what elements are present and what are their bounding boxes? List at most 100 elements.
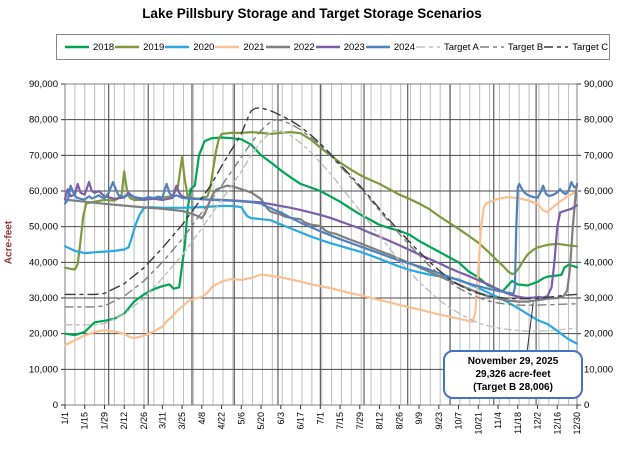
x-tick-label: 6/17 xyxy=(296,412,306,430)
annotation-leader-line xyxy=(526,302,534,351)
series-line-2022 xyxy=(63,182,579,303)
x-tick-label: 1/15 xyxy=(80,412,90,430)
legend-swatch xyxy=(415,46,440,48)
legend-label: Target C xyxy=(572,41,609,53)
x-tick-label: 11/18 xyxy=(513,412,523,434)
legend-swatch xyxy=(544,46,569,48)
x-tick-label: 9/23 xyxy=(434,412,444,430)
x-tick-labels: 1/1 1/15 1/29 2/12 2/26 3/11 3/25 4/8 4/22 5/6 5/2… xyxy=(60,405,582,435)
series-line-target-b xyxy=(64,119,578,308)
x-tick-label: 1/1 xyxy=(60,412,70,425)
x-tick-label: 10/7 xyxy=(454,412,464,430)
x-tick-label: 3/11 xyxy=(157,412,167,429)
series-line-2019 xyxy=(63,131,579,276)
legend-label: Target A xyxy=(443,41,479,53)
x-tick-label: 8/26 xyxy=(394,412,404,430)
y-tick-label-right: 60,000 xyxy=(584,186,613,197)
y-tick-label-right: 10,000 xyxy=(584,364,613,375)
x-tick-label: 7/29 xyxy=(355,412,365,430)
legend-swatch xyxy=(365,45,390,49)
y-tick-label-right: 80,000 xyxy=(584,115,613,126)
series-line-2024 xyxy=(63,181,579,295)
legend-swatch xyxy=(215,45,240,49)
y-axis-title: Acre-feet xyxy=(3,220,15,265)
legend-label: 2019 xyxy=(143,41,165,53)
x-tick-label: 7/15 xyxy=(335,412,345,430)
y-tick-label-left: 10,000 xyxy=(29,364,58,375)
x-tick-label: 3/25 xyxy=(177,412,187,430)
legend-item-2019: 2019 xyxy=(114,42,164,53)
y-tick-label-right: 30,000 xyxy=(584,293,613,304)
x-tick-label: 2/12 xyxy=(119,412,129,430)
x-tick-label: 4/8 xyxy=(197,412,207,425)
x-tick-label: 6/3 xyxy=(276,412,286,425)
x-tick-label: 4/22 xyxy=(217,412,227,430)
y-tick-label-right: 0 xyxy=(584,400,589,411)
legend-item-target-c: Target C xyxy=(543,42,608,53)
legend-item-target-a: Target A xyxy=(415,42,479,53)
y-tick-label-left: 90,000 xyxy=(29,79,58,90)
legend-item-target-b: Target B xyxy=(479,42,543,53)
legend-item-2018: 2018 xyxy=(64,42,114,53)
y-tick-label-right: 90,000 xyxy=(584,79,613,90)
plot-border xyxy=(64,83,578,406)
legend-item-2020: 2020 xyxy=(164,42,214,53)
y-tick-label-right: 50,000 xyxy=(584,222,613,233)
legend-label: 2020 xyxy=(193,41,215,53)
annotation-date: November 29, 2025 xyxy=(467,356,559,367)
legend-item-2022: 2022 xyxy=(265,42,315,53)
legend-label: 2021 xyxy=(243,41,265,53)
legend-label: Target B xyxy=(507,41,544,53)
legend-swatch xyxy=(315,45,340,49)
y-tick-label-left: 70,000 xyxy=(29,150,58,161)
legend-item-2023: 2023 xyxy=(315,42,365,53)
x-tick-label: 2/26 xyxy=(139,412,149,430)
legend-label: 2018 xyxy=(93,41,115,53)
annotation-target: (Target B 28,006) xyxy=(473,382,553,393)
chart-title: Lake Pillsbury Storage and Target Storag… xyxy=(142,6,482,21)
series-line-2021 xyxy=(63,189,579,347)
y-tick-label-right: 20,000 xyxy=(584,329,613,340)
y-tick-label-left: 20,000 xyxy=(29,329,58,340)
legend-item-2021: 2021 xyxy=(214,41,265,53)
series-line-target-c xyxy=(64,107,578,300)
legend-swatch xyxy=(479,46,504,48)
y-tick-labels: 0 0 10,000 10,000 20,000 20,000 30,000 30,000 40… xyxy=(29,79,613,411)
y-tick-label-left: 40,000 xyxy=(29,257,58,268)
legend-swatch xyxy=(65,45,89,49)
series-line-2023 xyxy=(63,181,579,300)
x-tick-label: 5/6 xyxy=(236,412,246,425)
y-tick-label-right: 70,000 xyxy=(584,150,613,161)
series-line-2018 xyxy=(63,136,579,337)
legend-label: 2023 xyxy=(343,41,365,53)
legend-label: 2024 xyxy=(393,41,415,53)
x-tick-label: 12/2 xyxy=(533,412,543,430)
legend-swatch xyxy=(115,45,140,49)
y-tick-label-left: 60,000 xyxy=(29,186,58,197)
annotation-callout: November 29, 2025 29,326 acre-feet (Targ… xyxy=(443,350,583,399)
chart-legend: 2018 2019 2020 2021 2022 2023 2024 Target A Targ… xyxy=(56,34,610,60)
series-lines xyxy=(63,107,579,347)
legend-item-2024: 2024 xyxy=(365,42,415,53)
x-tick-label: 12/16 xyxy=(552,412,562,435)
y-tick-label-left: 0 xyxy=(53,400,58,411)
x-tick-label: 1/29 xyxy=(99,412,109,430)
x-tick-label: 7/1 xyxy=(315,412,325,425)
y-tick-label-left: 30,000 xyxy=(29,293,58,304)
y-tick-label-left: 80,000 xyxy=(29,115,58,126)
x-tick-label: 5/20 xyxy=(256,412,266,430)
legend-label: 2022 xyxy=(293,41,315,53)
series-line-target-a xyxy=(64,129,578,332)
x-tick-label: 10/21 xyxy=(473,412,483,435)
x-tick-label: 9/9 xyxy=(414,412,424,425)
annotation-value: 29,326 acre-feet xyxy=(475,369,551,380)
y-tick-label-right: 40,000 xyxy=(584,257,613,268)
legend-swatch xyxy=(165,45,190,49)
legend-swatch xyxy=(265,45,290,49)
x-tick-label: 8/12 xyxy=(375,412,385,430)
x-tick-label: 12/30 xyxy=(572,412,582,435)
y-tick-label-left: 50,000 xyxy=(29,222,58,233)
x-tick-label: 11/4 xyxy=(493,412,503,429)
